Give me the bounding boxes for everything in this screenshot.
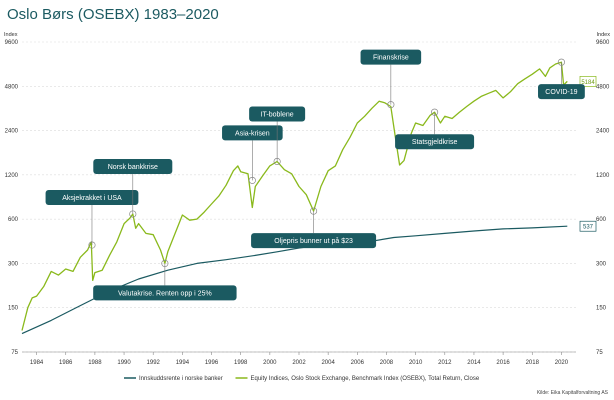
x-tick-label: 1994	[176, 360, 190, 366]
annotation-label: Norsk bankkrise	[108, 164, 158, 171]
chart-title: Oslo Børs (OSEBX) 1983–2020	[7, 6, 219, 23]
y-tick-label-left: 2400	[5, 129, 19, 135]
x-tick-label: 1986	[59, 360, 73, 366]
annotation-box	[249, 106, 306, 122]
annotation-box	[93, 285, 237, 301]
annotation-marker	[161, 259, 169, 267]
y-tick-label-right: 75	[596, 350, 603, 356]
y-tick-label-left: 9600	[5, 40, 19, 46]
annotation-marker	[248, 176, 256, 184]
annotation-box	[360, 49, 422, 65]
x-tick-label: 2004	[321, 360, 335, 366]
y-tick-label-left: 1200	[5, 173, 19, 179]
annotation-box	[251, 233, 377, 249]
y-tick-label-right: 2400	[596, 129, 610, 135]
x-tick-label: 2008	[380, 360, 394, 366]
y-axis-label-right: Index	[597, 32, 611, 38]
y-tick-label-left: 600	[8, 217, 19, 223]
annotation-marker	[310, 207, 318, 215]
annotation-marker	[273, 157, 281, 166]
x-tick-label: 2012	[438, 360, 452, 366]
x-tick-label: 1996	[205, 360, 219, 366]
y-tick-label-right: 300	[596, 261, 607, 267]
x-tick-label: 2002	[292, 360, 306, 366]
y-tick-label-left: 75	[11, 350, 18, 356]
annotation-label: Aksjekrakket i USA	[62, 195, 122, 202]
annotation-box	[395, 134, 475, 150]
y-tick-label-right: 600	[596, 217, 607, 223]
x-tick-label: 2014	[467, 360, 481, 366]
annotation-label: Finanskrise	[373, 55, 409, 62]
y-tick-label-right: 150	[596, 306, 607, 312]
annotation-marker	[557, 58, 565, 66]
legend-label-2: Equity Indices, Oslo Stock Exchange, Ben…	[251, 376, 480, 382]
last-value-tag	[579, 76, 597, 87]
y-axis-label-left: Index	[4, 32, 18, 38]
x-tick-label: 2018	[526, 360, 540, 366]
annotation-box	[93, 159, 173, 175]
x-tick-label: 2000	[263, 360, 277, 366]
x-tick-label: 2020	[555, 360, 569, 366]
last-value-label: 537	[583, 225, 594, 231]
annotation-marker	[88, 241, 96, 249]
x-tick-label: 2016	[496, 360, 510, 366]
y-tick-label-left: 4800	[5, 84, 19, 90]
annotation-label: Oljepris bunner ut på $23	[274, 237, 353, 245]
x-tick-label: 1998	[234, 360, 248, 366]
y-tick-label-right: 4800	[596, 84, 610, 90]
legend-label-1: Innskuddsrente i norske banker	[139, 376, 223, 382]
source-note: Kilde: Eika Kapitalforvaltning AS	[536, 390, 608, 396]
annotation-label: COVID-19	[545, 89, 577, 96]
x-tick-label: 1992	[147, 360, 161, 366]
annotation-label: Statsgjeldkrise	[412, 139, 458, 146]
y-tick-label-left: 150	[8, 306, 19, 312]
y-tick-label-right: 1200	[596, 173, 610, 179]
annotation-box	[45, 190, 139, 206]
x-tick-label: 1990	[117, 360, 131, 366]
annotation-marker	[129, 210, 137, 218]
annotation-box	[222, 125, 283, 141]
annotation-box	[538, 84, 585, 100]
annotation-label: Valutakrise. Renten opp i 25%	[118, 290, 212, 297]
y-tick-label-right: 9600	[596, 40, 610, 46]
series-line-2	[21, 61, 568, 331]
last-value-tag	[579, 220, 597, 232]
annotation-marker	[387, 101, 395, 109]
annotation-label: Asia-krisen	[235, 130, 270, 137]
x-tick-label: 2010	[409, 360, 423, 366]
x-tick-label: 1988	[88, 360, 102, 366]
annotation-label: IT-boblene	[261, 111, 294, 118]
y-tick-label-left: 300	[8, 261, 19, 267]
last-value-label: 5184	[581, 80, 595, 86]
x-tick-label: 1984	[30, 360, 44, 366]
annotation-marker	[431, 108, 439, 116]
x-tick-label: 2006	[351, 360, 365, 366]
